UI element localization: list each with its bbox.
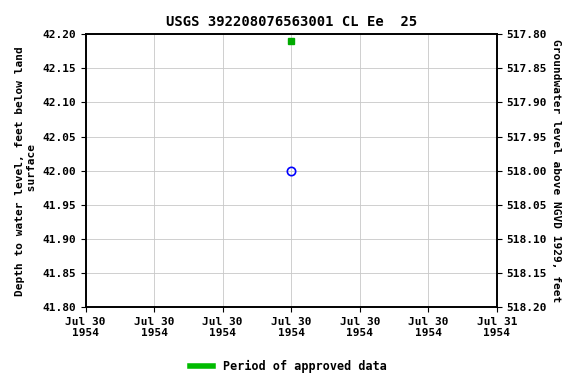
- Y-axis label: Depth to water level, feet below land
 surface: Depth to water level, feet below land su…: [15, 46, 37, 296]
- Y-axis label: Groundwater level above NGVD 1929, feet: Groundwater level above NGVD 1929, feet: [551, 39, 561, 302]
- Legend: Period of approved data: Period of approved data: [185, 356, 391, 378]
- Title: USGS 392208076563001 CL Ee  25: USGS 392208076563001 CL Ee 25: [166, 15, 417, 29]
